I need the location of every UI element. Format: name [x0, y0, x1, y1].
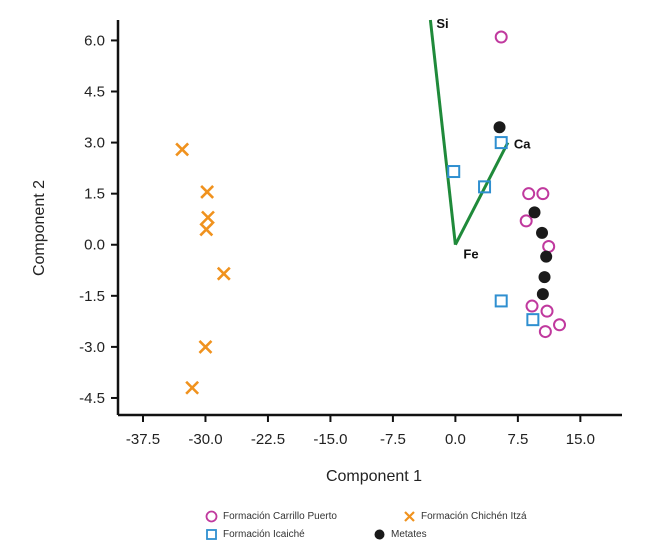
vector-label-fe: Fe — [463, 247, 478, 262]
data-point-metates — [540, 250, 553, 263]
legend-item-carrillo-puerto: Formación Carrillo Puerto — [205, 510, 337, 523]
open-circle-icon — [205, 510, 218, 523]
data-point-carrillo-puerto — [494, 30, 508, 44]
data-point-carrillo-puerto — [536, 187, 550, 201]
x-tick-label: 15.0 — [566, 431, 595, 448]
legend-label: Formación Carrillo Puerto — [223, 511, 337, 522]
x-tick-label: -7.5 — [380, 431, 406, 448]
data-point-icaiche — [447, 165, 461, 179]
x-mark-icon — [404, 511, 415, 522]
x-tick-label: 7.5 — [507, 431, 528, 448]
y-tick-label: 4.5 — [84, 84, 105, 101]
data-point-carrillo-puerto — [538, 325, 552, 339]
data-point-carrillo-puerto — [540, 304, 554, 318]
filled-circle-icon — [374, 529, 385, 540]
legend-label: Metates — [391, 529, 427, 540]
y-tick-label: 1.5 — [84, 186, 105, 203]
x-axis-title: Component 1 — [326, 468, 422, 485]
data-point-icaiche — [478, 180, 492, 194]
data-point-carrillo-puerto — [553, 318, 567, 332]
legend-item-chichen-itza: Formación Chichén Itzá — [403, 510, 527, 523]
x-tick-label: -22.5 — [251, 431, 285, 448]
data-point-metates — [528, 206, 541, 219]
data-point-icaiche — [526, 313, 540, 327]
y-tick-label: 6.0 — [84, 32, 105, 49]
y-tick-label: 3.0 — [84, 135, 105, 152]
data-point-chichen-itza — [185, 380, 200, 395]
legend-label: Formación Chichén Itzá — [421, 511, 527, 522]
y-tick-label: -1.5 — [79, 288, 105, 305]
data-point-metates — [536, 288, 549, 301]
data-point-metates — [493, 121, 506, 134]
data-point-chichen-itza — [216, 266, 231, 281]
x-tick-label: -15.0 — [313, 431, 347, 448]
x-tick-label: -30.0 — [188, 431, 222, 448]
y-tick-label: 0.0 — [84, 237, 105, 254]
vector-label-ca: Ca — [514, 137, 531, 152]
data-point-chichen-itza — [201, 210, 215, 225]
data-point-carrillo-puerto — [525, 299, 539, 313]
y-axis-title: Component 2 — [31, 180, 48, 276]
data-point-carrillo-puerto — [542, 239, 556, 253]
data-point-metates — [536, 226, 549, 239]
loading-vector-si — [428, 19, 457, 245]
legend-label: Formación Icaiché — [223, 529, 305, 540]
plot-area: -37.5 -30.0 -22.5 -15.0 -7.5 0.0 7.5 15.0 6.0 4.5… — [79, 16, 622, 448]
legend-item-icaiche: Formación Icaiché — [205, 528, 305, 541]
loading-vector-ca — [454, 141, 510, 246]
x-tick-label: 0.0 — [445, 431, 466, 448]
data-point-carrillo-puerto — [519, 214, 533, 228]
legend-item-metates: Metates — [373, 528, 427, 541]
data-point-icaiche — [494, 136, 508, 150]
open-square-icon — [206, 529, 217, 540]
data-point-chichen-itza — [199, 222, 214, 237]
data-point-chichen-itza — [200, 185, 215, 199]
y-tick-label: -4.5 — [79, 390, 105, 407]
data-point-metates — [538, 271, 551, 284]
vector-label-si: Si — [436, 16, 448, 31]
x-tick-label: -37.5 — [126, 431, 160, 448]
data-point-chichen-itza — [198, 339, 213, 354]
data-point-chichen-itza — [175, 142, 190, 157]
legend: Formación Carrillo Puerto Formación Chic… — [205, 508, 605, 544]
data-point-icaiche — [494, 294, 508, 308]
y-tick-label: -3.0 — [79, 339, 105, 356]
data-point-carrillo-puerto — [522, 187, 536, 201]
